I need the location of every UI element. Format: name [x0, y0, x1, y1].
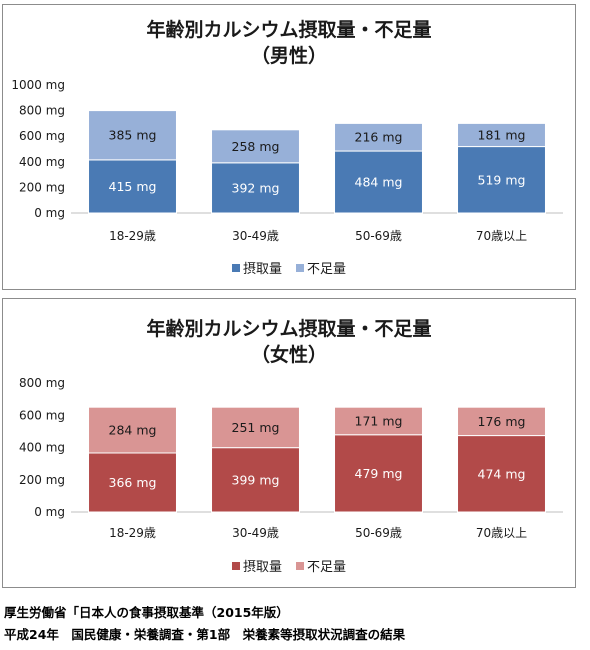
legend-label-shortfall: 不足量 — [307, 262, 347, 277]
bar-segment — [211, 447, 300, 513]
bar-segment — [211, 162, 300, 214]
y-tick-label: 1000 mg — [11, 78, 65, 92]
data-label: 284 mg — [109, 423, 157, 438]
data-label: 366 mg — [109, 475, 157, 490]
female-chart-panel: 年齢別カルシウム摂取量・不足量 （女性） 0 mg 200 mg 400 mg 600… — [2, 298, 576, 588]
x-category-label: 50-69歳 — [355, 526, 402, 540]
bar-segment — [457, 406, 546, 437]
data-label: 479 mg — [355, 466, 403, 481]
y-tick-label: 0 mg — [34, 206, 65, 220]
x-category-label: 18-29歳 — [109, 526, 156, 540]
data-label: 399 mg — [232, 472, 280, 487]
y-tick-label: 800 mg — [19, 104, 65, 118]
legend-item-shortfall: 不足量 — [296, 556, 346, 575]
y-tick-label: 600 mg — [19, 408, 65, 422]
legend-item-intake: 摂取量 — [231, 258, 282, 277]
data-label: 176 mg — [478, 414, 526, 429]
female-chart-subtitle: （女性） — [250, 344, 327, 366]
data-label: 415 mg — [109, 179, 157, 194]
bar-segment — [457, 146, 546, 214]
x-category-label: 70歳以上 — [476, 526, 527, 540]
bar-segment — [334, 406, 423, 436]
x-category-label: 70歳以上 — [476, 229, 527, 243]
male-chart-panel: 年齢別カルシウム摂取量・不足量 （男性） 0 mg 200 mg 400 mg 600… — [2, 4, 576, 290]
legend-swatch-shortfall — [296, 263, 304, 272]
legend-swatch-intake — [231, 561, 240, 570]
y-tick-label: 800 mg — [19, 376, 65, 390]
data-label: 258 mg — [232, 139, 280, 154]
bar-segment — [211, 406, 300, 449]
bar-segment — [211, 129, 300, 164]
data-label: 171 mg — [355, 413, 403, 428]
source-line-2: 平成24年 国民健康・栄養調査・第1部 栄養素等摂取状況調査の結果 — [4, 627, 406, 642]
legend-swatch-shortfall — [296, 561, 304, 570]
data-label: 216 mg — [355, 130, 403, 145]
source-line-1: 厚生労働省「日本人の食事摂取基準（2015年版） — [4, 605, 289, 620]
legend-label-intake: 摂取量 — [242, 262, 282, 277]
legend-item-shortfall: 不足量 — [296, 258, 346, 277]
y-tick-label: 400 mg — [19, 441, 65, 455]
male-chart-plot: 0 mg 200 mg 400 mg 600 mg 800 mg 1000 mg 415 m… — [11, 78, 563, 243]
female-chart-legend: 摂取量 不足量 — [3, 556, 575, 575]
female-chart-plot: 0 mg 200 mg 400 mg 600 mg 800 mg 366 mg 284 mg… — [19, 376, 563, 540]
male-chart-subtitle: （男性） — [250, 45, 327, 67]
y-tick-label: 200 mg — [19, 180, 65, 194]
bar-segment — [334, 434, 423, 513]
x-category-label: 50-69歳 — [355, 229, 402, 243]
data-label: 392 mg — [232, 180, 280, 195]
bar-segment — [88, 406, 177, 454]
y-tick-label: 0 mg — [34, 505, 65, 519]
data-label: 385 mg — [109, 128, 157, 143]
x-category-label: 30-49歳 — [232, 526, 279, 540]
data-label: 474 mg — [478, 466, 526, 481]
bar-segment — [334, 122, 423, 152]
legend-swatch-intake — [231, 263, 240, 272]
y-tick-label: 400 mg — [19, 155, 65, 169]
bar-segment — [88, 159, 177, 214]
bar-segment — [334, 150, 423, 214]
female-chart-title: 年齢別カルシウム摂取量・不足量 — [146, 318, 432, 340]
male-chart-legend: 摂取量 不足量 — [3, 258, 575, 277]
y-tick-label: 200 mg — [19, 473, 65, 487]
legend-label-intake: 摂取量 — [242, 560, 282, 575]
bar-segment — [457, 435, 546, 513]
data-label: 484 mg — [355, 175, 403, 190]
legend-item-intake: 摂取量 — [231, 556, 282, 575]
data-label: 181 mg — [478, 127, 526, 142]
legend-label-shortfall: 不足量 — [307, 560, 347, 575]
male-chart-title: 年齢別カルシウム摂取量・不足量 — [146, 19, 432, 41]
y-tick-label: 600 mg — [19, 129, 65, 143]
data-label: 519 mg — [478, 172, 526, 187]
bar-segment — [88, 110, 177, 161]
data-label: 251 mg — [232, 420, 280, 435]
x-category-label: 30-49歳 — [232, 229, 279, 243]
bar-segment — [457, 122, 546, 148]
x-category-label: 18-29歳 — [109, 229, 156, 243]
